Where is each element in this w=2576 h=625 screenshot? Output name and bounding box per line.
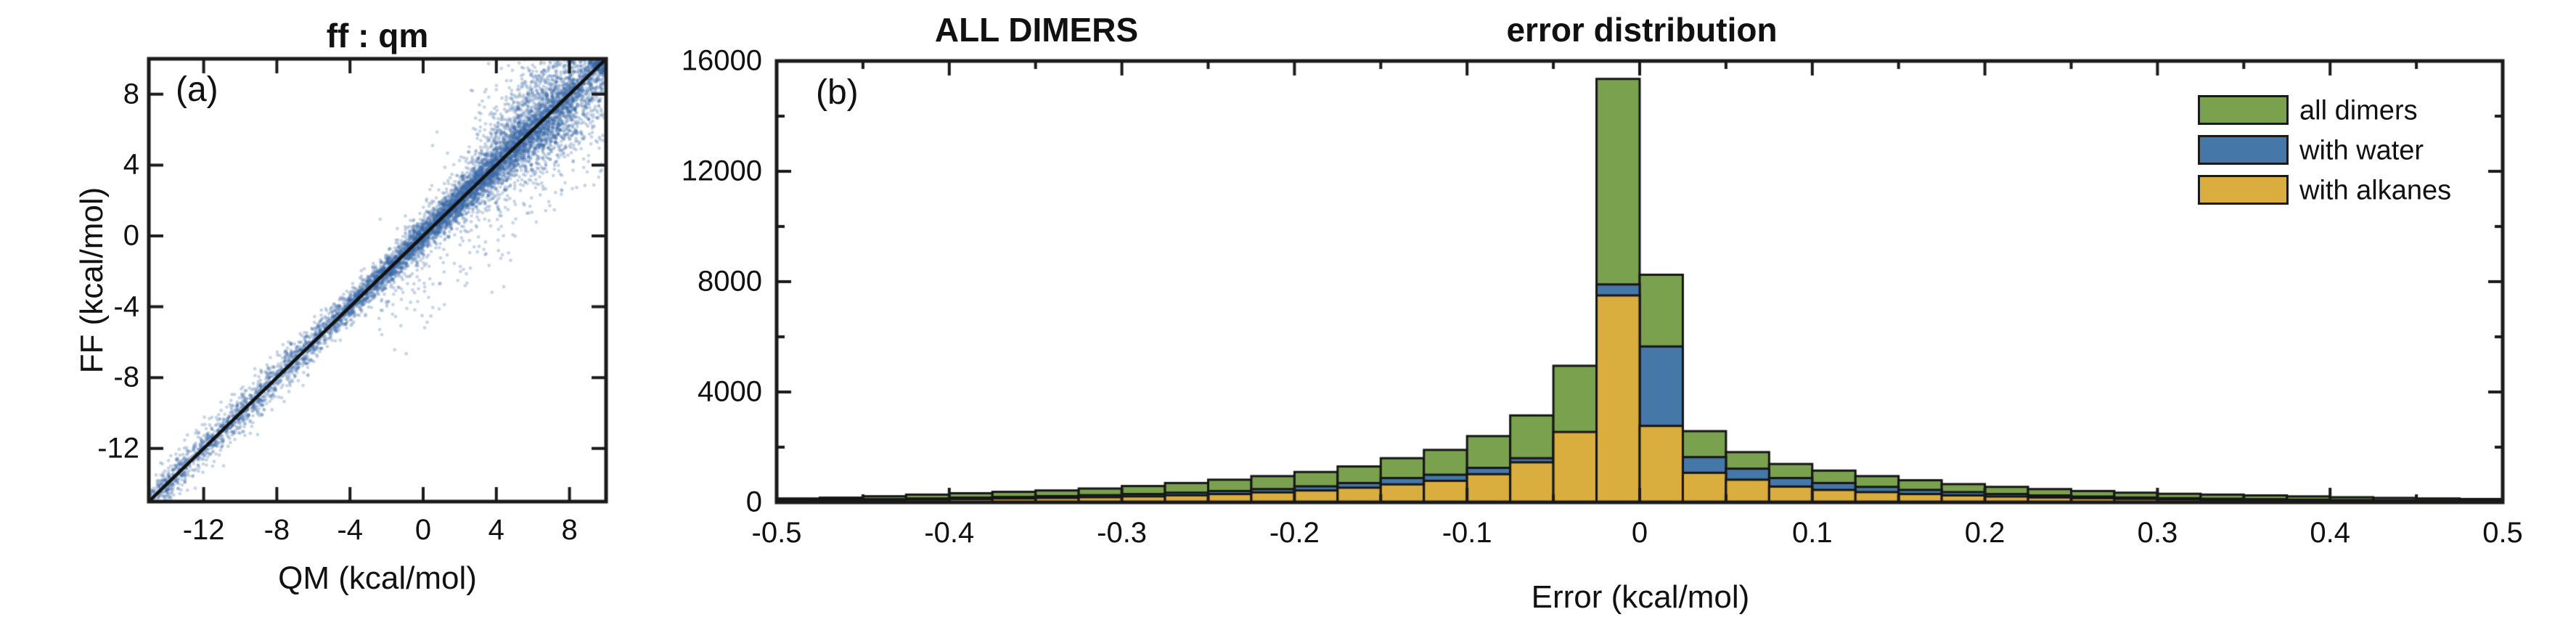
histogram-x-tick-label: -0.3 (1097, 517, 1148, 549)
scatter-panel-label: (a) (176, 70, 218, 109)
scatter-x-tick-label: 8 (561, 514, 578, 546)
scatter-y-tick-label: 4 (123, 148, 139, 181)
scatter-y-tick-label: -4 (113, 290, 139, 323)
legend-label: with alkanes (2299, 175, 2452, 206)
scatter-x-tick-label: -8 (263, 514, 290, 546)
legend-swatch-icon (2198, 175, 2289, 205)
histogram-x-tick-label: -0.4 (924, 517, 975, 549)
scatter-y-tick-label: -12 (97, 432, 139, 465)
histogram-x-tick-label: -0.5 (751, 517, 802, 549)
histogram-panel-label: (b) (816, 73, 859, 112)
histogram-y-tick-label: 12000 (681, 155, 762, 187)
scatter-y-tick-label: -8 (113, 361, 139, 393)
histogram-y-tick-label: 0 (745, 486, 762, 518)
legend-row-all-dimers: all dimers (2198, 95, 2510, 127)
scatter-yaxis-label: FF (kcal/mol) (74, 187, 110, 374)
histogram-x-tick-label: 0 (1631, 517, 1648, 549)
histogram-x-tick-label: 0.4 (2310, 517, 2350, 549)
histogram-x-tick-label: -0.1 (1442, 517, 1492, 549)
scatter-y-tick-label: 8 (123, 78, 139, 110)
histogram-title-right: error distribution (1506, 11, 1778, 49)
scatter-y-tick-label: 0 (123, 219, 139, 252)
histogram-y-tick-label: 4000 (698, 375, 762, 408)
legend-row-with-water: with water (2198, 135, 2510, 167)
histogram-x-tick-label: 0.1 (1791, 517, 1833, 549)
scatter-x-tick-label: -4 (337, 514, 363, 546)
histogram-y-tick-label: 8000 (698, 265, 762, 298)
histogram-title-left: ALL DIMERS (934, 11, 1139, 49)
scatter-x-tick-label: 0 (414, 514, 432, 546)
histogram-x-tick-label: -0.2 (1269, 517, 1320, 549)
scatter-title: ff : qm (326, 17, 429, 54)
legend-label: all dimers (2299, 95, 2418, 126)
histogram-x-tick-label: 0.3 (2137, 517, 2178, 549)
legend-swatch-icon (2198, 135, 2289, 165)
legend-label: with water (2299, 135, 2424, 166)
scatter-x-tick-label: -12 (182, 514, 225, 546)
histogram-x-tick-label: 0.5 (2482, 517, 2523, 549)
histogram-xaxis-label: Error (kcal/mol) (1531, 579, 1750, 615)
scatter-x-tick-label: 4 (488, 514, 504, 546)
legend-row-with-alkanes: with alkanes (2198, 175, 2510, 207)
histogram-x-tick-label: 0.2 (1964, 517, 2005, 549)
legend-swatch-icon (2198, 95, 2289, 125)
histogram-y-tick-label: 16000 (681, 44, 762, 77)
scatter-xaxis-label: QM (kcal/mol) (278, 560, 477, 596)
